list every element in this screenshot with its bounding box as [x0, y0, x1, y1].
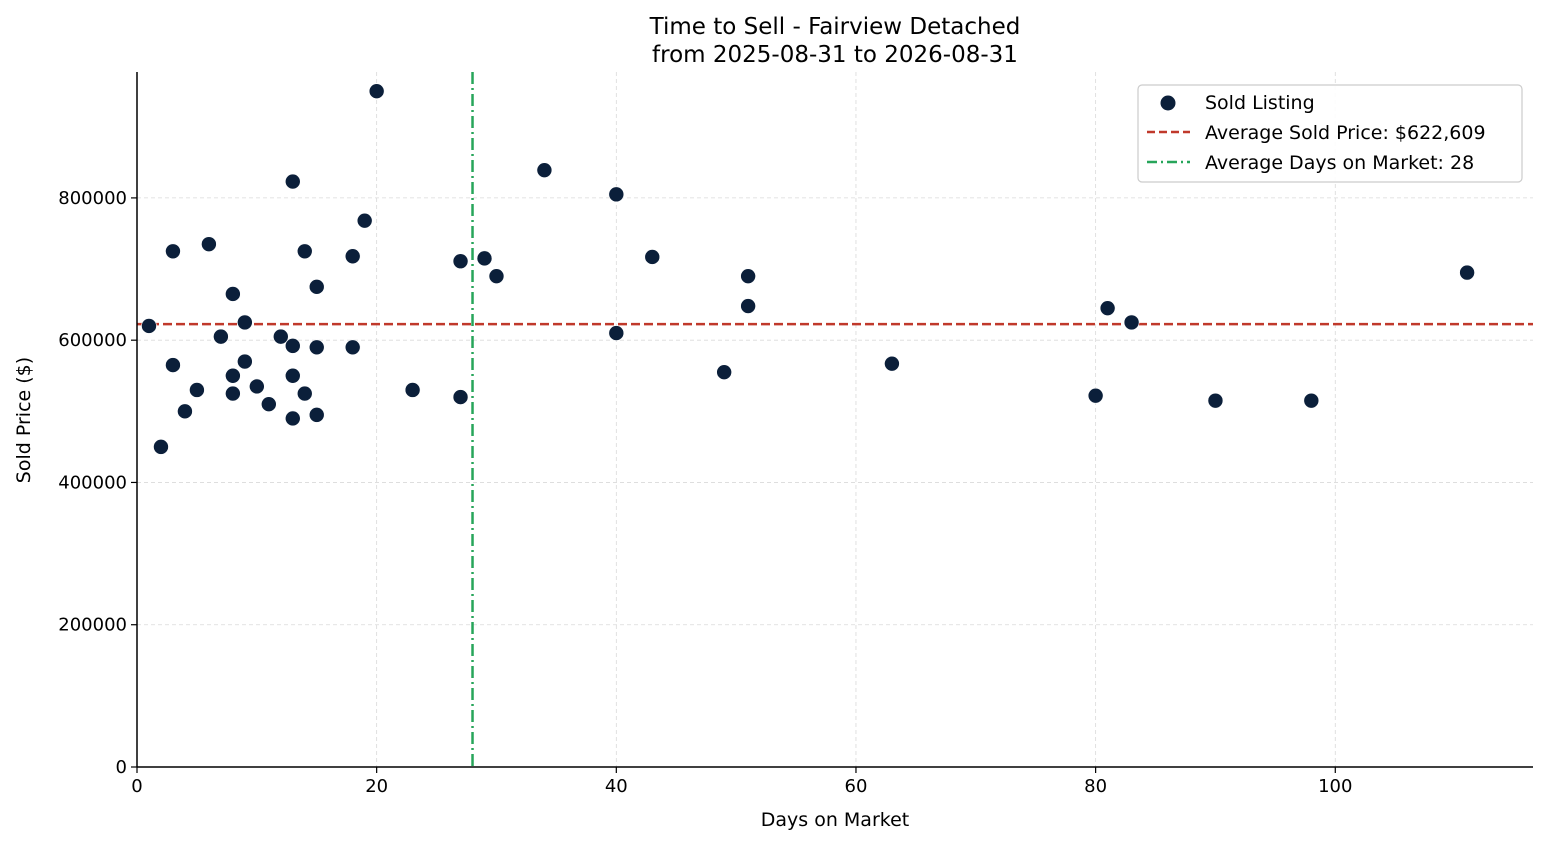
chart-title: Time to Sell - Fairview Detached: [649, 14, 1021, 40]
data-point: [201, 236, 217, 252]
data-point: [165, 243, 181, 260]
data-point: [284, 173, 301, 190]
data-point: [284, 338, 301, 354]
data-point: [536, 162, 553, 178]
y-tick-label: 0: [116, 757, 127, 778]
data-point: [488, 268, 505, 284]
x-tick-label: 20: [365, 776, 388, 797]
data-point: [644, 249, 661, 265]
data-point: [225, 385, 241, 402]
data-point: [740, 298, 756, 314]
reference-lines: [137, 72, 1533, 767]
data-point: [189, 382, 205, 398]
data-point: [296, 385, 313, 402]
legend-label-sold-listing: Sold Listing: [1205, 92, 1315, 114]
x-tick-label: 40: [605, 776, 628, 797]
data-point: [153, 439, 169, 455]
data-point: [1087, 387, 1104, 404]
data-point: [296, 243, 313, 260]
data-point: [284, 410, 301, 427]
data-point: [249, 378, 265, 395]
data-point: [165, 357, 181, 373]
data-point: [1207, 392, 1224, 409]
data-point: [1099, 300, 1116, 316]
data-point: [608, 325, 625, 341]
y-tick-label: 600000: [58, 330, 127, 351]
data-point: [284, 367, 301, 384]
data-point: [452, 253, 469, 270]
data-point: [404, 382, 421, 398]
data-point: [261, 396, 277, 413]
data-points: [141, 83, 1475, 455]
data-point: [308, 279, 325, 295]
data-point: [344, 339, 361, 356]
chart-subtitle: from 2025-08-31 to 2026-08-31: [652, 42, 1018, 68]
data-point: [884, 355, 900, 372]
legend-label-avg-price: Average Sold Price: $622,609: [1205, 122, 1486, 144]
legend: Sold Listing Average Sold Price: $622,60…: [1137, 84, 1523, 183]
data-point: [225, 286, 241, 302]
y-tick-label: 800000: [58, 188, 127, 209]
data-point: [608, 186, 625, 203]
data-point: [1459, 264, 1475, 281]
data-point: [237, 314, 253, 331]
x-axis-label: Days on Market: [761, 809, 909, 831]
data-point: [237, 353, 253, 370]
x-tick-label: 100: [1318, 776, 1352, 797]
data-point: [272, 328, 289, 345]
data-point: [141, 318, 157, 334]
data-point: [344, 248, 361, 265]
legend-marker-sold-listing: [1160, 95, 1176, 111]
data-point: [225, 367, 241, 384]
y-tick-label: 400000: [58, 472, 127, 493]
data-point: [308, 339, 325, 356]
x-tick-label: 80: [1084, 776, 1107, 797]
data-point: [308, 407, 325, 423]
axes: [136, 72, 1533, 768]
legend-label-avg-days: Average Days on Market: 28: [1205, 152, 1474, 174]
x-tick-label: 60: [845, 776, 868, 797]
data-point: [740, 268, 756, 284]
data-point: [368, 83, 385, 100]
data-point: [476, 250, 493, 267]
data-point: [452, 389, 469, 405]
y-axis-label: Sold Price ($): [13, 357, 35, 483]
data-point: [356, 212, 373, 229]
data-point: [1303, 392, 1320, 409]
data-point: [213, 328, 229, 345]
data-point: [1123, 314, 1140, 331]
y-tick-label: 200000: [58, 615, 127, 636]
x-tick-label: 0: [131, 776, 142, 797]
data-point: [716, 364, 732, 380]
data-point: [177, 403, 193, 420]
tick-marks: 0 20 40 60 80 100 0 200000 400000 600000 800000: [58, 188, 1352, 797]
legend-box: [1137, 84, 1523, 183]
